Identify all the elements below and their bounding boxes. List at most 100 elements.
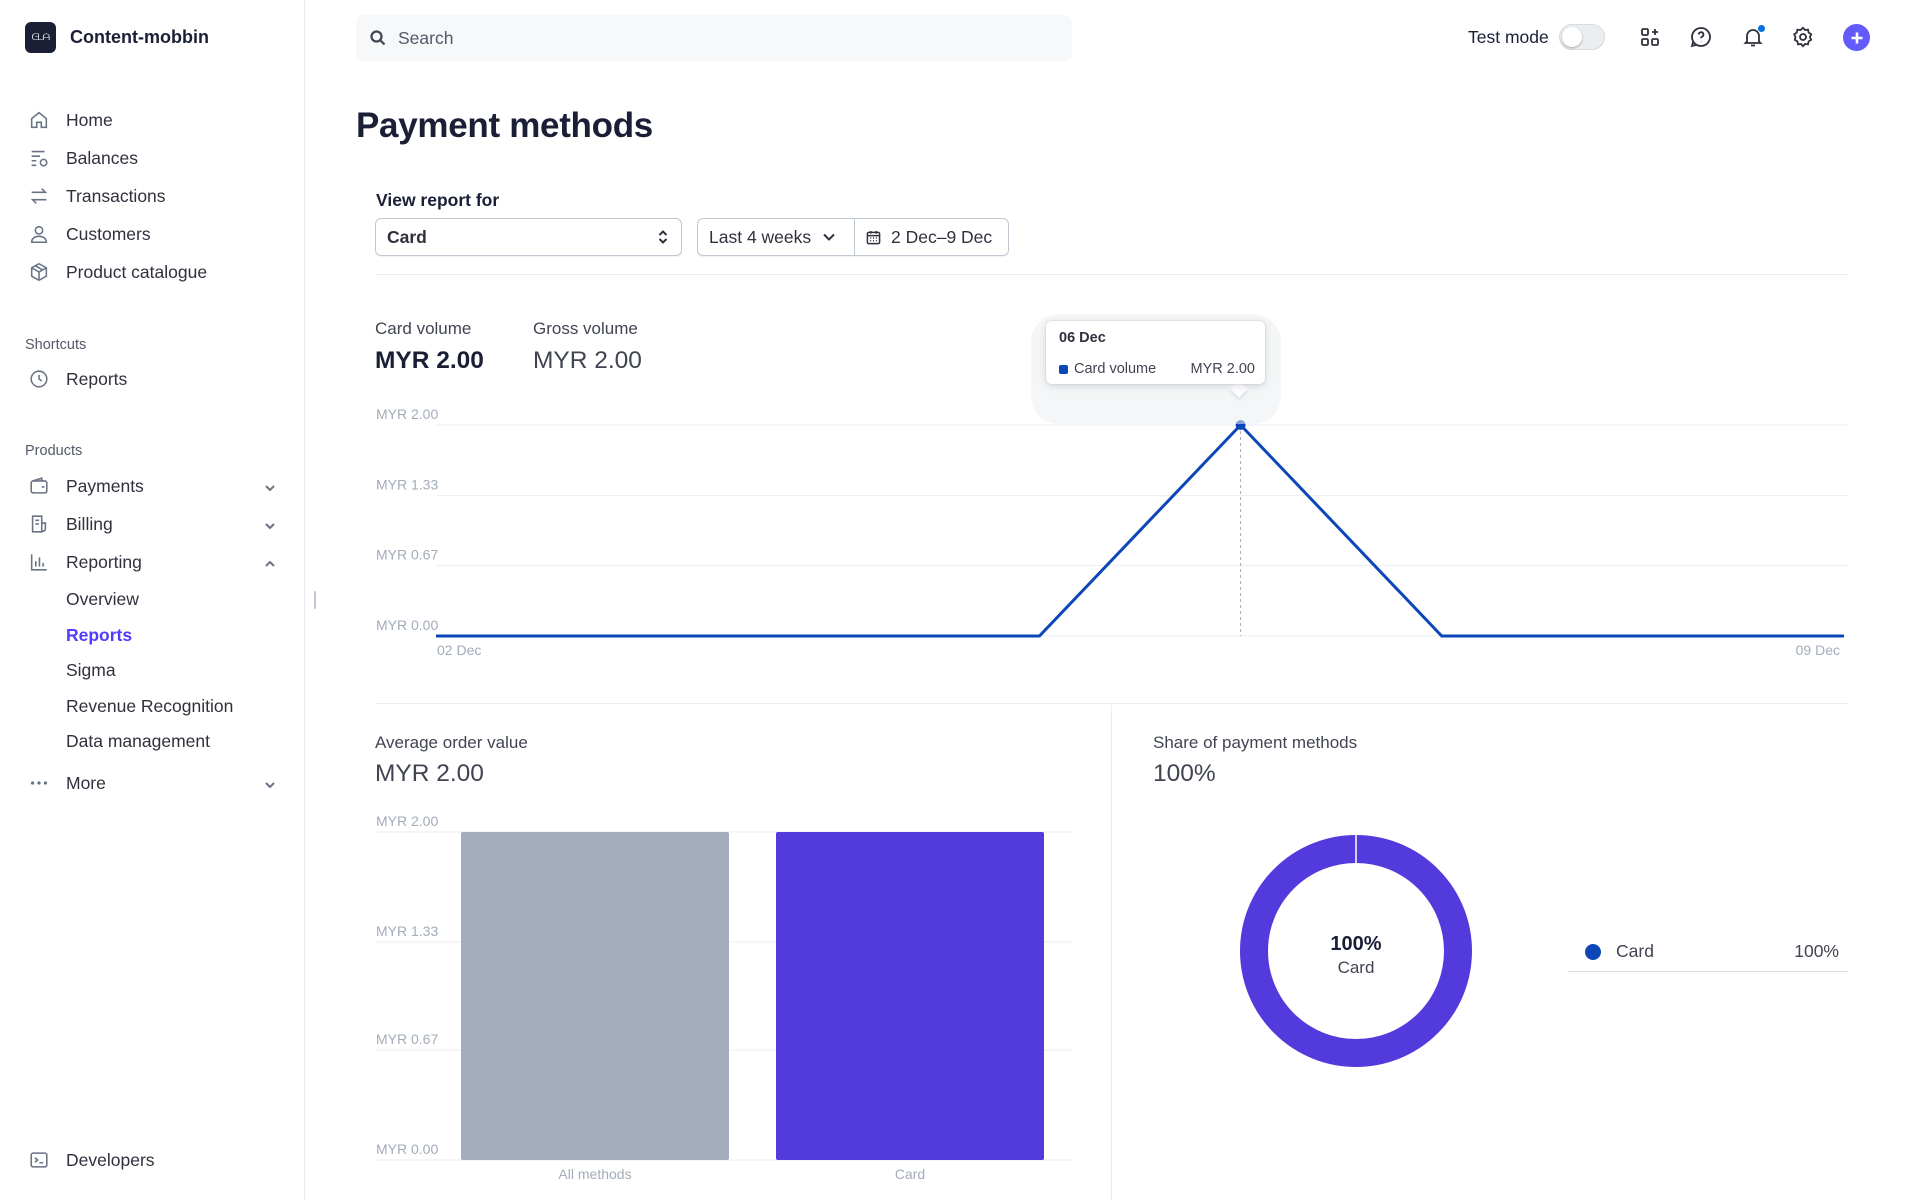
chevron-updown-icon <box>658 230 668 244</box>
sidebar-subitem-revenue-recognition[interactable]: Revenue Recognition <box>66 696 234 716</box>
chevron-down-icon[interactable] <box>263 776 277 790</box>
y-tick-label: MYR 0.00 <box>376 1141 438 1157</box>
page-title: Payment methods <box>356 106 653 145</box>
sidebar-item-label: Reports <box>66 368 128 389</box>
x-tick-label: 02 Dec <box>437 642 481 658</box>
search-bar[interactable] <box>356 15 1072 61</box>
sidebar-item-reporting[interactable]: Reporting <box>28 547 277 577</box>
x-tick-label: 09 Dec <box>1796 642 1840 658</box>
sidebar-item-balances[interactable]: Balances <box>28 143 138 173</box>
sidebar-subitem-sigma[interactable]: Sigma <box>66 660 116 680</box>
tooltip-row: Card volume MYR 2.00 <box>1059 361 1255 377</box>
sidebar-item-customers[interactable]: Customers <box>28 219 151 249</box>
view-report-label: View report for <box>376 190 500 210</box>
tooltip-date: 06 Dec <box>1059 330 1106 346</box>
share-label: Share of payment methods <box>1153 733 1358 752</box>
y-tick-label: MYR 1.33 <box>376 923 438 939</box>
sidebar-item-label: Billing <box>66 513 113 534</box>
test-mode-toggle[interactable] <box>1558 24 1605 50</box>
arrows-swap-icon <box>30 188 48 204</box>
search-input[interactable] <box>398 27 998 49</box>
x-tick-label: All methods <box>558 1166 631 1182</box>
sidebar-item-label: Developers <box>66 1149 155 1170</box>
sidebar-item-more[interactable]: More <box>28 768 277 798</box>
bar-chart-icon <box>30 554 47 571</box>
divider <box>375 703 1849 704</box>
y-tick-label: MYR 2.00 <box>376 813 438 829</box>
sidebar-item-label: Customers <box>66 223 151 244</box>
date-range-control: Last 4 weeks 2 Dec–9 Dec <box>697 218 1009 256</box>
period-dropdown[interactable]: Last 4 weeks <box>698 219 855 255</box>
chevron-up-icon[interactable] <box>263 555 277 569</box>
date-range-value: 2 Dec–9 Dec <box>891 226 993 247</box>
y-tick-label: MYR 1.33 <box>376 477 438 493</box>
legend-percent: 100% <box>1794 941 1839 961</box>
chevron-down-icon <box>823 233 835 241</box>
sidebar-item-product-catalogue[interactable]: Product catalogue <box>28 257 207 287</box>
sidebar-item-transactions[interactable]: Transactions <box>28 181 166 211</box>
products-heading: Products <box>25 443 83 459</box>
sidebar-item-label: Home <box>66 109 113 130</box>
person-icon <box>30 225 48 244</box>
test-mode-label: Test mode <box>1468 26 1549 47</box>
vertical-divider <box>1111 705 1112 1200</box>
sidebar-item-label: Transactions <box>66 185 166 206</box>
donut-center-label: Card <box>1338 958 1375 977</box>
account-switcher[interactable]: ᕮᒪᗩ Content-mobbin <box>25 22 209 53</box>
sidebar-subitem-data-management[interactable]: Data management <box>66 731 210 751</box>
sidebar-item-label: Reporting <box>66 551 142 572</box>
y-tick-label: MYR 0.67 <box>376 546 438 562</box>
y-tick-label: MYR 0.00 <box>376 617 438 633</box>
create-button[interactable] <box>1843 24 1870 51</box>
sidebar-resize-handle[interactable] <box>314 591 316 609</box>
terminal-icon <box>30 1152 48 1168</box>
sidebar-item-label: Payments <box>66 475 144 496</box>
sidebar-item-label: Product catalogue <box>66 261 208 282</box>
tooltip-value: MYR 2.00 <box>1190 361 1255 377</box>
notifications-icon[interactable] <box>1741 25 1765 49</box>
sidebar-item-payments[interactable]: Payments <box>28 471 277 501</box>
divider <box>375 274 1849 275</box>
tooltip-series: Card volume <box>1074 361 1157 377</box>
payment-method-select-value: Card <box>387 226 427 247</box>
calendar-icon <box>866 230 881 244</box>
wallet-icon <box>30 477 48 494</box>
bar-all-methods <box>461 832 729 1160</box>
home-icon <box>30 111 48 129</box>
share-value: 100% <box>1153 760 1216 787</box>
x-tick-label: Card <box>895 1166 925 1182</box>
balances-icon <box>31 150 48 167</box>
legend-swatch <box>1585 943 1601 960</box>
help-icon[interactable] <box>1689 25 1713 49</box>
brand-logo: ᕮᒪᗩ <box>25 22 56 53</box>
sidebar-subitem-reports[interactable]: Reports <box>66 625 133 645</box>
invoice-icon <box>31 515 47 533</box>
gear-icon[interactable] <box>1791 25 1815 49</box>
card-volume-value: MYR 2.00 <box>375 347 484 374</box>
payment-method-select[interactable]: Card <box>375 218 682 256</box>
sidebar-subitem-overview[interactable]: Overview <box>66 589 139 609</box>
sidebar-item-label: Balances <box>66 147 138 168</box>
chevron-down-icon[interactable] <box>263 517 277 531</box>
notification-badge <box>1758 25 1765 32</box>
aov-value: MYR 2.00 <box>375 760 484 787</box>
sidebar: ᕮᒪᗩ Content-mobbin Home Balances Transac… <box>0 0 305 1200</box>
chart-tooltip: 06 Dec Card volume MYR 2.00 <box>1046 321 1265 384</box>
sidebar-item-home[interactable]: Home <box>28 105 113 135</box>
gross-volume-value: MYR 2.00 <box>533 347 642 374</box>
sidebar-item-billing[interactable]: Billing <box>28 509 277 539</box>
card-volume-line-chart: MYR 0.00 MYR 0.67 MYR 1.33 MYR 2.00 02 Dec 09… <box>376 406 1849 658</box>
apps-icon[interactable] <box>1638 25 1662 49</box>
more-dots-icon <box>30 781 48 785</box>
sidebar-item-developers[interactable]: Developers <box>28 1145 155 1175</box>
plus-icon <box>1851 32 1862 43</box>
donut-center-percent: 100% <box>1330 933 1381 955</box>
y-tick-label: MYR 2.00 <box>376 406 438 422</box>
period-value: Last 4 weeks <box>709 226 812 247</box>
date-range-picker[interactable]: 2 Dec–9 Dec <box>855 219 992 255</box>
y-tick-label: MYR 0.67 <box>376 1031 438 1047</box>
sidebar-item-reports-shortcut[interactable]: Reports <box>28 364 127 394</box>
chevron-down-icon[interactable] <box>263 479 277 493</box>
